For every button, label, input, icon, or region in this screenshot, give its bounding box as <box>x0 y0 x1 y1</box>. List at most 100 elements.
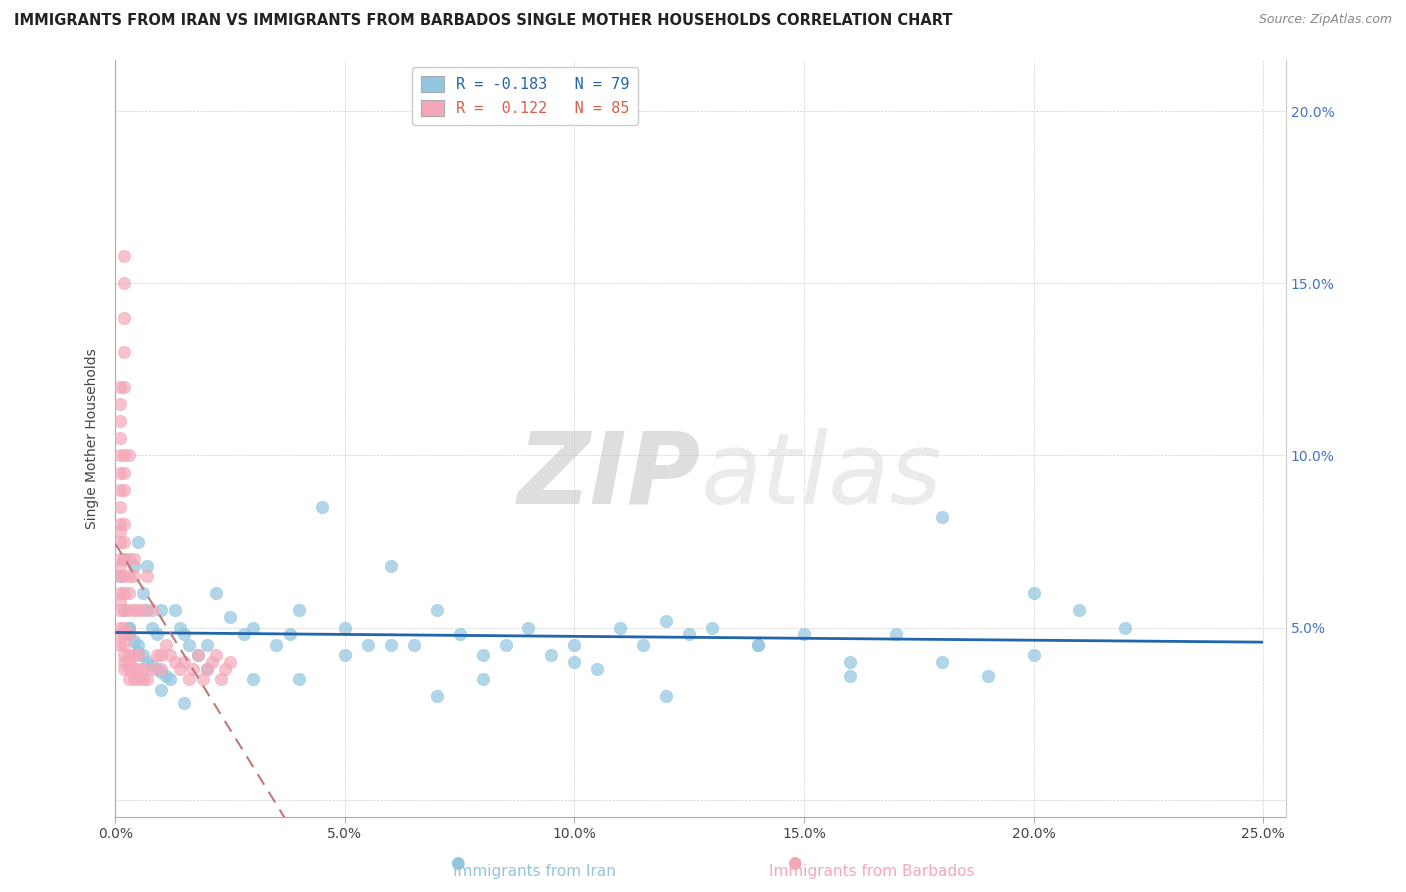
Point <box>357 638 380 652</box>
Point <box>114 586 136 600</box>
Point <box>108 569 131 583</box>
Point <box>114 277 136 291</box>
Point <box>884 627 907 641</box>
Point <box>678 627 700 641</box>
Point <box>311 500 333 514</box>
Point <box>122 558 145 573</box>
Point <box>122 634 145 648</box>
Point <box>145 662 167 676</box>
Point <box>173 655 195 669</box>
Point <box>108 603 131 617</box>
Point <box>114 551 136 566</box>
Point <box>136 655 159 669</box>
Point <box>108 569 131 583</box>
Point <box>191 672 214 686</box>
Point <box>205 648 228 662</box>
Point <box>278 627 301 641</box>
Point <box>114 655 136 669</box>
Point <box>564 638 586 652</box>
Point <box>114 603 136 617</box>
Point <box>127 603 149 617</box>
Point <box>127 662 149 676</box>
Point <box>214 662 236 676</box>
Point <box>108 379 131 393</box>
Point <box>118 648 141 662</box>
Point <box>114 449 136 463</box>
Point <box>495 638 517 652</box>
Point <box>141 658 163 673</box>
Point <box>976 669 998 683</box>
Point <box>136 558 159 573</box>
Point <box>219 610 242 624</box>
Legend: R = -0.183   N = 79, R =  0.122   N = 85: R = -0.183 N = 79, R = 0.122 N = 85 <box>412 67 638 125</box>
Point <box>118 621 141 635</box>
Point <box>333 648 356 662</box>
Point <box>177 638 200 652</box>
Point <box>187 648 209 662</box>
Point <box>195 638 218 652</box>
Point <box>108 558 131 573</box>
Point <box>108 449 131 463</box>
Point <box>159 648 181 662</box>
Point <box>108 397 131 411</box>
Point <box>127 645 149 659</box>
Point <box>169 662 191 676</box>
Point <box>402 638 425 652</box>
Point <box>114 517 136 532</box>
Point <box>931 655 953 669</box>
Point <box>118 655 141 669</box>
Point <box>114 638 136 652</box>
Point <box>700 621 723 635</box>
Point <box>838 655 860 669</box>
Point <box>118 627 141 641</box>
Point <box>114 551 136 566</box>
Point <box>173 696 195 710</box>
Point <box>145 648 167 662</box>
Point <box>108 414 131 428</box>
Point <box>108 638 131 652</box>
Point <box>141 662 163 676</box>
Point <box>114 249 136 263</box>
Point <box>586 662 609 676</box>
Point <box>380 638 402 652</box>
Point <box>118 586 141 600</box>
Point <box>195 662 218 676</box>
Text: IMMIGRANTS FROM IRAN VS IMMIGRANTS FROM BARBADOS SINGLE MOTHER HOUSEHOLDS CORREL: IMMIGRANTS FROM IRAN VS IMMIGRANTS FROM … <box>14 13 952 29</box>
Point <box>838 669 860 683</box>
Point <box>471 672 494 686</box>
Point <box>655 614 678 628</box>
Point <box>114 534 136 549</box>
Point <box>181 662 204 676</box>
Point <box>108 431 131 445</box>
Point <box>118 627 141 641</box>
Point <box>127 648 149 662</box>
Point <box>655 690 678 704</box>
Point <box>118 449 141 463</box>
Text: atlas: atlas <box>700 427 942 524</box>
Point <box>132 648 155 662</box>
Point <box>1022 586 1045 600</box>
Point <box>242 621 264 635</box>
Point <box>136 569 159 583</box>
Text: ●: ● <box>787 855 801 872</box>
Point <box>108 517 131 532</box>
Point <box>132 672 155 686</box>
Point <box>114 483 136 497</box>
Point <box>108 586 131 600</box>
Point <box>114 466 136 480</box>
Point <box>114 627 136 641</box>
Point <box>471 648 494 662</box>
Point <box>141 603 163 617</box>
Point <box>114 379 136 393</box>
Point <box>288 672 311 686</box>
Point <box>132 586 155 600</box>
Point <box>426 690 449 704</box>
Point <box>114 603 136 617</box>
Point <box>127 672 149 686</box>
Point <box>108 466 131 480</box>
Point <box>118 551 141 566</box>
Point <box>108 483 131 497</box>
Y-axis label: Single Mother Households: Single Mother Households <box>86 348 100 529</box>
Point <box>108 500 131 514</box>
Point <box>127 638 149 652</box>
